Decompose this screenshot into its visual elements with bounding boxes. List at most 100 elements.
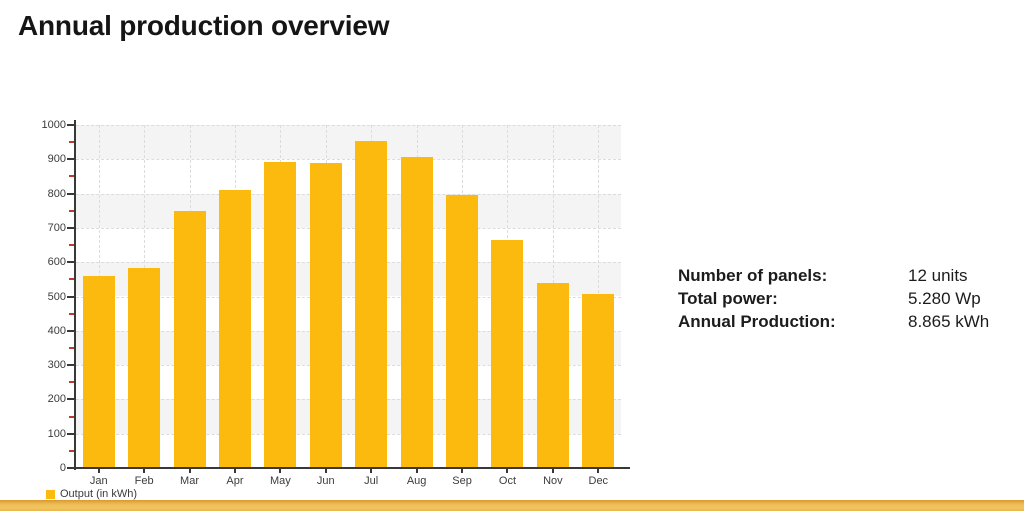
bar-dec: [582, 294, 615, 468]
info-row-total-power: Total power: 5.280 Wp: [678, 287, 1018, 310]
x-axis-tick: [370, 468, 373, 473]
plot-band: [76, 193, 621, 228]
x-axis-tick-label: Aug: [406, 475, 427, 487]
x-axis-tick-label: Oct: [498, 475, 517, 487]
bar-mar: [173, 211, 206, 468]
gridline-horizontal: [76, 365, 621, 367]
y-axis-minor-tick: [69, 244, 75, 247]
legend-label: Output (in kWh): [60, 488, 138, 500]
y-axis-major-tick: [67, 192, 75, 195]
plot-band: [76, 433, 621, 468]
x-axis-tick: [188, 468, 191, 473]
y-axis-tick-label: 500: [47, 290, 66, 303]
y-axis-major-tick: [67, 226, 75, 229]
y-axis-minor-tick: [69, 449, 75, 452]
x-axis-tick: [279, 468, 282, 473]
bar-aug: [400, 156, 433, 468]
y-axis-tick-label: 900: [47, 153, 66, 166]
x-axis-tick: [506, 468, 509, 473]
y-axis-minor-tick: [69, 415, 75, 418]
gridline-horizontal: [76, 227, 621, 229]
y-axis-major-tick: [67, 329, 75, 332]
bar-jun: [309, 163, 342, 468]
chart-legend: Output (in kWh): [46, 488, 137, 500]
plot-band: [76, 330, 621, 366]
y-axis-major-tick: [67, 398, 75, 401]
y-axis-minor-tick: [69, 175, 75, 178]
info-label: Annual Production:: [678, 312, 836, 331]
x-axis-tick-label: Jun: [316, 475, 335, 487]
y-axis-major-tick: [67, 364, 75, 367]
x-axis-tick-label: Apr: [226, 475, 244, 487]
x-axis-tick: [551, 468, 554, 473]
plot-band: [76, 159, 621, 194]
y-axis-major-tick: [67, 124, 75, 126]
bar-feb: [128, 268, 161, 468]
bar-jan: [82, 275, 115, 468]
bar-oct: [491, 239, 524, 468]
bar-sep: [446, 195, 479, 468]
info-row-panels: Number of panels: 12 units: [678, 264, 1018, 287]
legend-swatch-icon: [46, 489, 55, 499]
y-axis-minor-tick: [69, 346, 75, 349]
gridline-horizontal: [76, 262, 621, 264]
footer-accent-stripe: [0, 500, 1024, 511]
y-axis-minor-tick: [69, 312, 75, 315]
bar-jul: [355, 141, 388, 468]
plot-band: [76, 296, 621, 331]
y-axis-tick-label: 400: [47, 324, 66, 337]
y-axis-major-tick: [67, 432, 75, 435]
x-axis-tick: [97, 468, 100, 473]
x-axis-tick: [233, 468, 236, 473]
page-title: Annual production overview: [18, 10, 390, 41]
x-axis-tick-label: Mar: [180, 475, 199, 487]
y-axis-tick-label: 100: [47, 427, 66, 440]
y-axis-major-tick: [67, 467, 75, 469]
plot-band: [76, 365, 621, 400]
x-axis-line: [74, 467, 630, 469]
plot-band: [76, 125, 621, 160]
gridline-horizontal: [76, 159, 621, 161]
gridline-horizontal: [76, 433, 621, 435]
info-value: 5.280 Wp: [908, 289, 981, 308]
y-axis-tick-label: 600: [47, 256, 66, 269]
plot-band: [76, 399, 621, 434]
y-axis-major-tick: [67, 158, 75, 161]
gridline-horizontal: [76, 296, 621, 298]
plot-band: [76, 227, 621, 263]
x-axis-tick-label: Feb: [134, 475, 154, 487]
info-label: Number of panels:: [678, 266, 828, 285]
bar-may: [264, 161, 297, 468]
x-axis-tick-label: Dec: [588, 475, 609, 487]
x-axis-tick-label: Jan: [89, 475, 108, 487]
plot-band: [76, 262, 621, 297]
x-axis-tick: [461, 468, 464, 473]
y-axis-major-tick: [67, 261, 75, 264]
y-axis-tick-label: 1000: [41, 119, 66, 131]
x-axis-tick: [415, 468, 418, 473]
y-axis-minor-tick: [69, 278, 75, 281]
y-axis-minor-tick: [69, 381, 75, 384]
bar-nov: [536, 283, 569, 468]
info-value: 8.865 kWh: [908, 312, 990, 331]
info-row-annual-production: Annual Production: 8.865 kWh: [678, 310, 1018, 333]
y-axis-tick-label: 700: [47, 221, 66, 234]
info-label: Total power:: [678, 289, 778, 308]
y-axis-minor-tick: [69, 141, 75, 144]
y-axis-minor-tick: [69, 209, 75, 212]
x-axis-tick-label: Nov: [543, 475, 563, 487]
gridline-horizontal: [76, 330, 621, 332]
y-axis-line: [74, 120, 76, 470]
info-value: 12 units: [908, 266, 968, 285]
x-axis-tick-label: May: [269, 475, 291, 487]
gridline-horizontal: [76, 193, 621, 195]
bar-apr: [218, 190, 251, 468]
x-axis-tick-label: Sep: [452, 475, 472, 487]
x-axis-tick: [597, 468, 600, 473]
gridline-horizontal: [76, 399, 621, 401]
y-axis-tick-label: 300: [47, 359, 66, 372]
y-axis-major-tick: [67, 295, 75, 298]
y-axis-tick-label: 200: [47, 393, 66, 406]
x-axis-tick-label: Jul: [364, 475, 379, 487]
